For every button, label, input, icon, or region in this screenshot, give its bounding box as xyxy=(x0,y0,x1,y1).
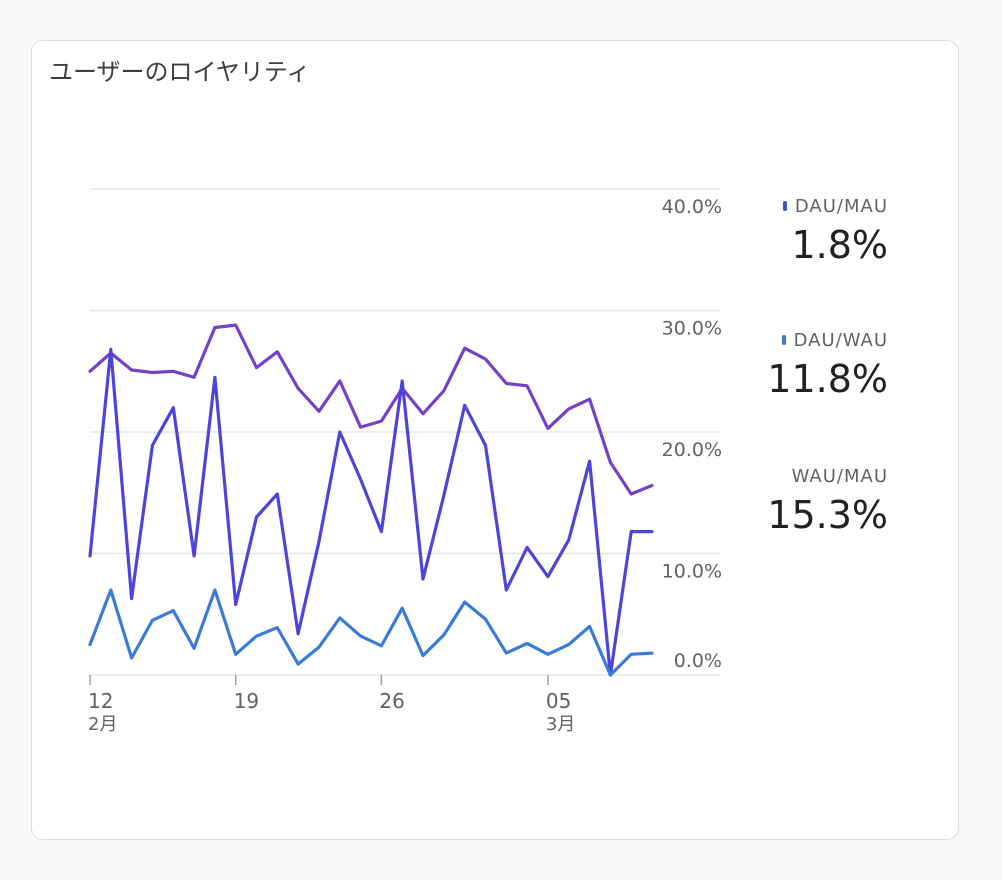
legend-label-text: DAU/MAU xyxy=(794,196,888,217)
legend-label-text: WAU/MAU xyxy=(791,466,888,487)
x-tick-label: 19 xyxy=(234,689,259,713)
user-loyalty-card xyxy=(31,40,959,840)
y-tick-label: 0.0% xyxy=(674,650,722,672)
legend-dot-icon xyxy=(782,201,787,211)
x-tick-label: 05 xyxy=(546,689,571,713)
legend-label: DAU/MAU xyxy=(728,196,888,217)
card-title: ユーザーのロイヤリティ xyxy=(49,58,311,86)
legend-value: 11.8% xyxy=(767,357,888,401)
x-tick-label: 12 xyxy=(88,689,113,713)
x-tick-label: 26 xyxy=(379,689,404,713)
series-line-wau-mau xyxy=(88,323,654,496)
y-tick-label: 30.0% xyxy=(662,318,722,340)
series-line-dau-wau xyxy=(88,347,654,677)
legend-label-text: DAU/WAU xyxy=(793,330,888,351)
legend-item: DAU/WAU 11.8% xyxy=(728,330,888,401)
y-tick-label: 10.0% xyxy=(662,561,722,583)
x-tick-month-label: 2月 xyxy=(88,714,117,735)
legend-item: DAU/MAU 1.8% xyxy=(728,196,888,267)
legend-value: 15.3% xyxy=(767,493,888,537)
x-tick-month-label: 3月 xyxy=(546,714,575,735)
legend-label: WAU/MAU xyxy=(728,466,888,487)
legend-item: WAU/MAU 15.3% xyxy=(728,466,888,537)
y-tick-label: 40.0% xyxy=(662,196,722,218)
series-line-dau-mau xyxy=(88,588,654,677)
legend-dot-icon xyxy=(781,335,786,345)
legend-label: DAU/WAU xyxy=(728,330,888,351)
legend-value: 1.8% xyxy=(791,223,888,267)
y-tick-label: 20.0% xyxy=(662,439,722,461)
